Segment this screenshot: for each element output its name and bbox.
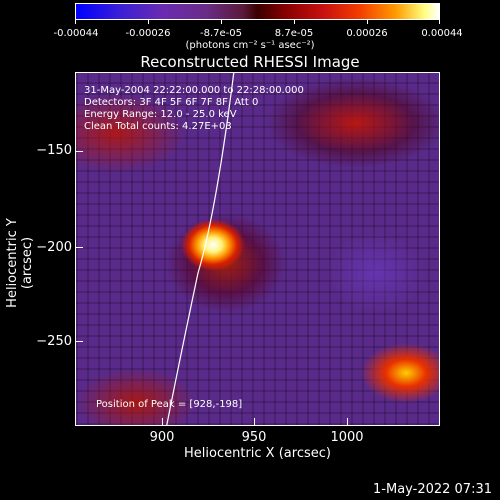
rhessi-image-plot[interactable]: 31-May-2004 22:22:00.000 to 22:28:00.000…	[75, 72, 440, 426]
y-axis-label: Heliocentric Y (arcsec)	[5, 218, 35, 308]
y-tick-label: −200	[36, 240, 72, 255]
x-tick-label: 1000	[330, 430, 364, 445]
render-timestamp: 1-May-2022 07:31	[373, 482, 492, 497]
detectors-text: Detectors: 3F 4F 5F 6F 7F 8F, Att 0	[84, 97, 259, 108]
colorbar-tick-label: -0.00044	[53, 28, 99, 39]
colorbar-tick-label: -0.00026	[125, 28, 171, 39]
y-tick-mark	[75, 247, 83, 248]
colorbar-units: (photons cm⁻² s⁻¹ asec⁻²)	[185, 40, 315, 51]
x-tick-mark	[254, 418, 255, 426]
clean-counts-text: Clean Total counts: 4.27E+03	[84, 121, 232, 132]
colorbar-tick-mark	[148, 19, 149, 24]
time-range-text: 31-May-2004 22:22:00.000 to 22:28:00.000	[84, 85, 304, 96]
y-tick-mark	[75, 151, 83, 152]
colorbar-tick-mark	[221, 19, 222, 24]
x-tick-label: 900	[149, 430, 175, 445]
colorbar-tick-mark	[439, 19, 440, 24]
y-tick-mark	[75, 341, 83, 342]
energy-range-text: Energy Range: 12.0 - 25.0 keV	[84, 109, 237, 120]
colorbar-tick-label: -8.7e-05	[200, 28, 242, 39]
colorbar-tick-mark	[75, 19, 76, 24]
image-title: Reconstructed RHESSI Image	[140, 53, 360, 71]
x-tick-label: 950	[241, 430, 267, 445]
y-tick-label: −250	[36, 334, 72, 349]
peak-position-text: Position of Peak = [928,-198]	[96, 399, 243, 410]
colorbar-tick-label: 0.00026	[346, 28, 388, 39]
colorbar	[75, 3, 440, 20]
x-tick-mark	[162, 418, 163, 426]
limb-overlay	[166, 73, 235, 425]
colorbar-tick-label: 8.7e-05	[274, 28, 314, 39]
solar-limb-line	[166, 73, 235, 425]
colorbar-tick-label: 0.00044	[421, 28, 463, 39]
colorbar-tick-mark	[294, 19, 295, 24]
colorbar-tick-mark	[367, 19, 368, 24]
y-tick-label: −150	[36, 143, 72, 158]
x-tick-mark	[347, 418, 348, 426]
x-axis-label: Heliocentric X (arcsec)	[184, 446, 331, 461]
